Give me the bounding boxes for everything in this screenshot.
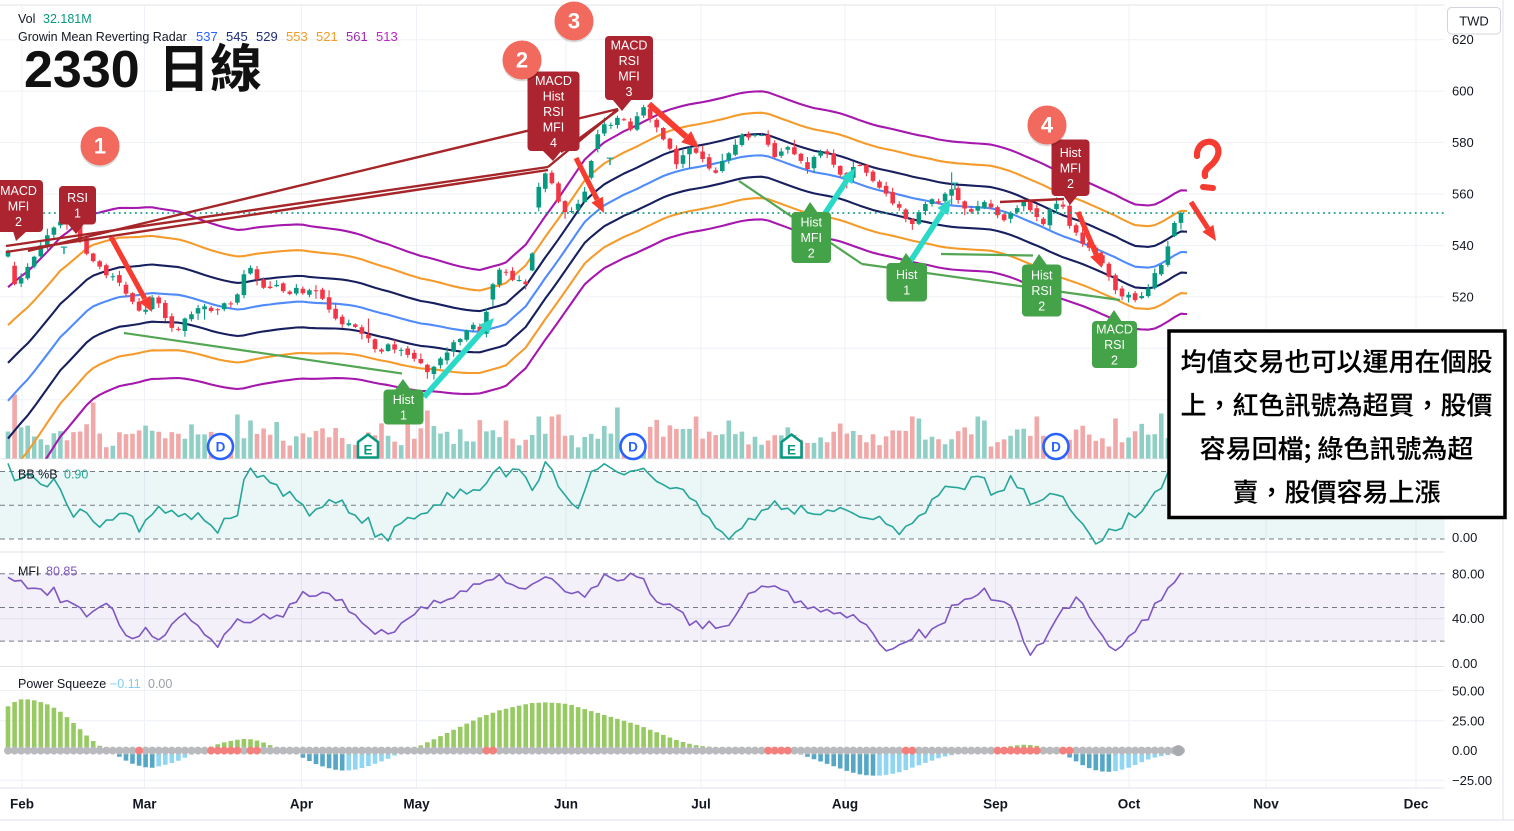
svg-text:Power Squeeze: Power Squeeze xyxy=(18,677,106,691)
svg-text:MACD: MACD xyxy=(611,38,648,52)
svg-text:0.00: 0.00 xyxy=(1452,743,1477,758)
svg-text:0.00: 0.00 xyxy=(1452,530,1477,545)
svg-text:−25.00: −25.00 xyxy=(1452,773,1492,788)
svg-text:Sep: Sep xyxy=(983,797,1008,812)
svg-text:Mar: Mar xyxy=(132,797,157,812)
svg-text:TWD: TWD xyxy=(1459,14,1489,29)
svg-text:Feb: Feb xyxy=(10,797,34,812)
svg-text:Jun: Jun xyxy=(554,797,578,812)
svg-text:MACD: MACD xyxy=(535,74,572,88)
svg-text:553: 553 xyxy=(286,29,308,44)
svg-text:545: 545 xyxy=(226,29,248,44)
svg-text:Hist: Hist xyxy=(1031,269,1053,283)
svg-text:600: 600 xyxy=(1452,84,1474,99)
svg-text:RSI: RSI xyxy=(67,191,88,205)
svg-text:Dec: Dec xyxy=(1404,797,1429,812)
svg-text:521: 521 xyxy=(316,29,338,44)
svg-text:MFI: MFI xyxy=(618,69,640,83)
svg-text:561: 561 xyxy=(346,29,368,44)
svg-text:2: 2 xyxy=(1038,300,1045,314)
svg-text:537: 537 xyxy=(196,29,218,44)
svg-text:Vol: Vol xyxy=(18,12,35,26)
svg-text:3: 3 xyxy=(568,9,580,34)
svg-text:80.85: 80.85 xyxy=(46,565,77,579)
svg-text:80.00: 80.00 xyxy=(1452,566,1485,581)
svg-text:2: 2 xyxy=(516,48,528,73)
svg-text:MFI: MFI xyxy=(18,565,40,579)
svg-text:Hist: Hist xyxy=(543,89,565,103)
svg-text:0.00: 0.00 xyxy=(148,677,172,691)
svg-text:2: 2 xyxy=(1111,354,1118,368)
svg-text:620: 620 xyxy=(1452,32,1474,47)
svg-text:T: T xyxy=(952,181,959,193)
svg-text:540: 540 xyxy=(1452,238,1474,253)
svg-text:580: 580 xyxy=(1452,135,1474,150)
svg-text:2: 2 xyxy=(808,247,815,261)
svg-text:Oct: Oct xyxy=(1118,797,1141,812)
svg-text:Hist: Hist xyxy=(896,268,918,282)
svg-text:2: 2 xyxy=(15,215,22,229)
svg-text:MACD: MACD xyxy=(1096,323,1133,337)
svg-text:3: 3 xyxy=(626,85,633,99)
svg-text:Growin Mean Reverting Radar: Growin Mean Reverting Radar xyxy=(18,30,187,44)
svg-text:T: T xyxy=(607,156,614,168)
svg-text:−0.11: −0.11 xyxy=(110,677,141,691)
svg-text:MFI: MFI xyxy=(1060,161,1082,175)
svg-text:529: 529 xyxy=(256,29,278,44)
svg-text:560: 560 xyxy=(1452,187,1474,202)
svg-text:D: D xyxy=(1051,440,1061,455)
svg-text:0.00: 0.00 xyxy=(1452,656,1477,671)
svg-text:RSI: RSI xyxy=(619,54,640,68)
svg-text:T: T xyxy=(61,245,68,257)
svg-text:32.181M: 32.181M xyxy=(43,12,92,26)
svg-text:May: May xyxy=(403,797,430,812)
svg-text:4: 4 xyxy=(550,136,557,150)
svg-text:1: 1 xyxy=(94,134,106,159)
svg-text:0.90: 0.90 xyxy=(64,468,88,482)
svg-text:4: 4 xyxy=(1041,113,1054,138)
svg-text:MFI: MFI xyxy=(543,120,565,134)
svg-text:Hist: Hist xyxy=(1060,146,1082,160)
svg-text:RSI: RSI xyxy=(1104,338,1125,352)
svg-text:Aug: Aug xyxy=(832,797,858,812)
svg-text:MACD: MACD xyxy=(0,184,37,198)
svg-text:MFI: MFI xyxy=(800,231,822,245)
svg-text:D: D xyxy=(628,440,638,455)
svg-text:520: 520 xyxy=(1452,289,1474,304)
svg-text:RSI: RSI xyxy=(1031,284,1052,298)
svg-text:2: 2 xyxy=(1067,177,1074,191)
svg-text:Nov: Nov xyxy=(1253,797,1279,812)
svg-text:Hist: Hist xyxy=(800,216,822,230)
svg-text:25.00: 25.00 xyxy=(1452,713,1485,728)
svg-text:2330: 2330 xyxy=(24,41,140,99)
svg-text:BB %B: BB %B xyxy=(18,468,58,482)
svg-text:40.00: 40.00 xyxy=(1452,611,1485,626)
svg-text:1: 1 xyxy=(400,408,407,422)
svg-text:E: E xyxy=(787,443,796,458)
svg-text:RSI: RSI xyxy=(543,105,564,119)
svg-text:E: E xyxy=(363,443,372,458)
svg-text:Jul: Jul xyxy=(691,797,711,812)
svg-text:50.00: 50.00 xyxy=(1452,684,1485,699)
svg-text:1: 1 xyxy=(903,284,910,298)
svg-text:513: 513 xyxy=(376,29,398,44)
svg-text:1: 1 xyxy=(74,207,81,221)
svg-text:Hist: Hist xyxy=(393,393,415,407)
svg-text:Apr: Apr xyxy=(290,797,314,812)
svg-text:MFI: MFI xyxy=(8,200,30,214)
svg-text:D: D xyxy=(216,440,226,455)
